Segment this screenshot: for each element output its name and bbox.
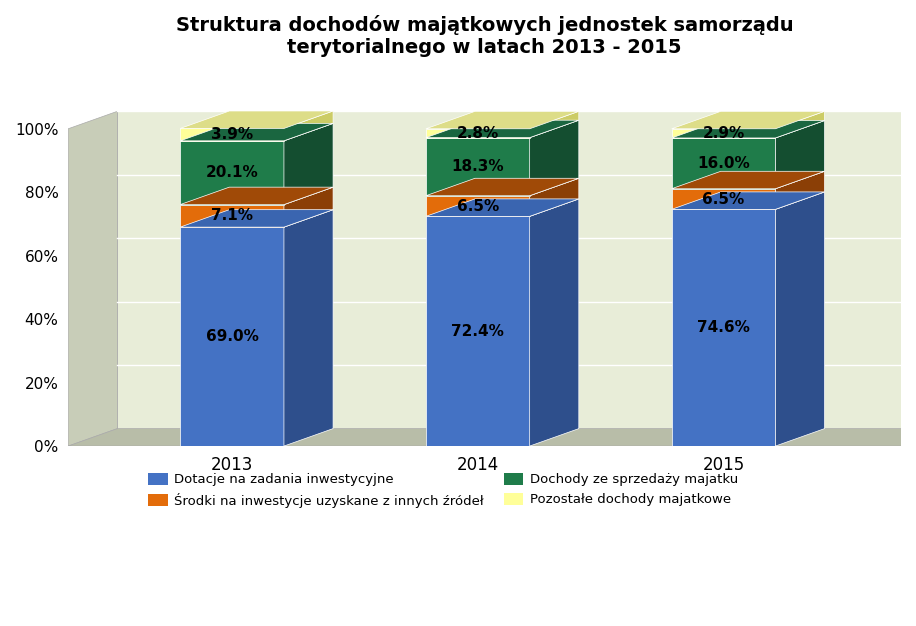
Polygon shape: [529, 199, 579, 446]
Polygon shape: [426, 138, 529, 196]
Text: 7.1%: 7.1%: [211, 208, 253, 223]
Polygon shape: [180, 227, 284, 446]
Polygon shape: [180, 111, 333, 128]
Polygon shape: [284, 210, 333, 446]
Polygon shape: [671, 192, 824, 209]
Polygon shape: [180, 210, 333, 227]
Polygon shape: [426, 129, 529, 138]
Polygon shape: [180, 141, 284, 205]
Polygon shape: [426, 178, 579, 196]
Polygon shape: [776, 192, 824, 446]
Text: 74.6%: 74.6%: [697, 321, 750, 335]
Polygon shape: [68, 429, 916, 446]
Polygon shape: [180, 123, 333, 141]
Polygon shape: [671, 189, 776, 209]
Legend: Dotacje na zadania inwestycyjne, Środki na inwestycje uzyskane z innych źródeł, : Dotacje na zadania inwestycyjne, Środki …: [143, 468, 744, 513]
Polygon shape: [284, 187, 333, 227]
Text: 2.8%: 2.8%: [457, 126, 499, 141]
Polygon shape: [180, 128, 284, 141]
Polygon shape: [671, 138, 776, 189]
Text: 16.0%: 16.0%: [697, 156, 750, 171]
Polygon shape: [426, 199, 579, 217]
Text: 3.9%: 3.9%: [211, 127, 253, 142]
Polygon shape: [529, 111, 579, 138]
Polygon shape: [68, 111, 117, 446]
Text: 2.9%: 2.9%: [703, 126, 745, 141]
Text: 20.1%: 20.1%: [206, 165, 258, 180]
Text: 6.5%: 6.5%: [457, 198, 499, 213]
Polygon shape: [180, 187, 333, 205]
Text: 6.5%: 6.5%: [703, 192, 745, 207]
Text: 72.4%: 72.4%: [452, 324, 504, 339]
Polygon shape: [426, 120, 579, 138]
Polygon shape: [776, 121, 824, 189]
Text: 18.3%: 18.3%: [452, 159, 504, 174]
Title: Struktura dochodów majątkowych jednostek samorządu
terytorialnego w latach 2013 : Struktura dochodów majątkowych jednostek…: [176, 15, 793, 57]
Polygon shape: [671, 129, 776, 138]
Polygon shape: [284, 123, 333, 205]
Polygon shape: [671, 121, 824, 138]
Text: 69.0%: 69.0%: [205, 329, 258, 344]
Polygon shape: [426, 196, 529, 217]
Polygon shape: [671, 209, 776, 446]
Polygon shape: [180, 205, 284, 227]
Polygon shape: [671, 111, 824, 129]
Polygon shape: [426, 111, 579, 129]
Polygon shape: [426, 217, 529, 446]
Polygon shape: [776, 172, 824, 209]
Polygon shape: [284, 111, 333, 141]
Polygon shape: [117, 111, 916, 429]
Polygon shape: [776, 111, 824, 138]
Polygon shape: [529, 120, 579, 196]
Polygon shape: [529, 178, 579, 217]
Polygon shape: [671, 172, 824, 189]
